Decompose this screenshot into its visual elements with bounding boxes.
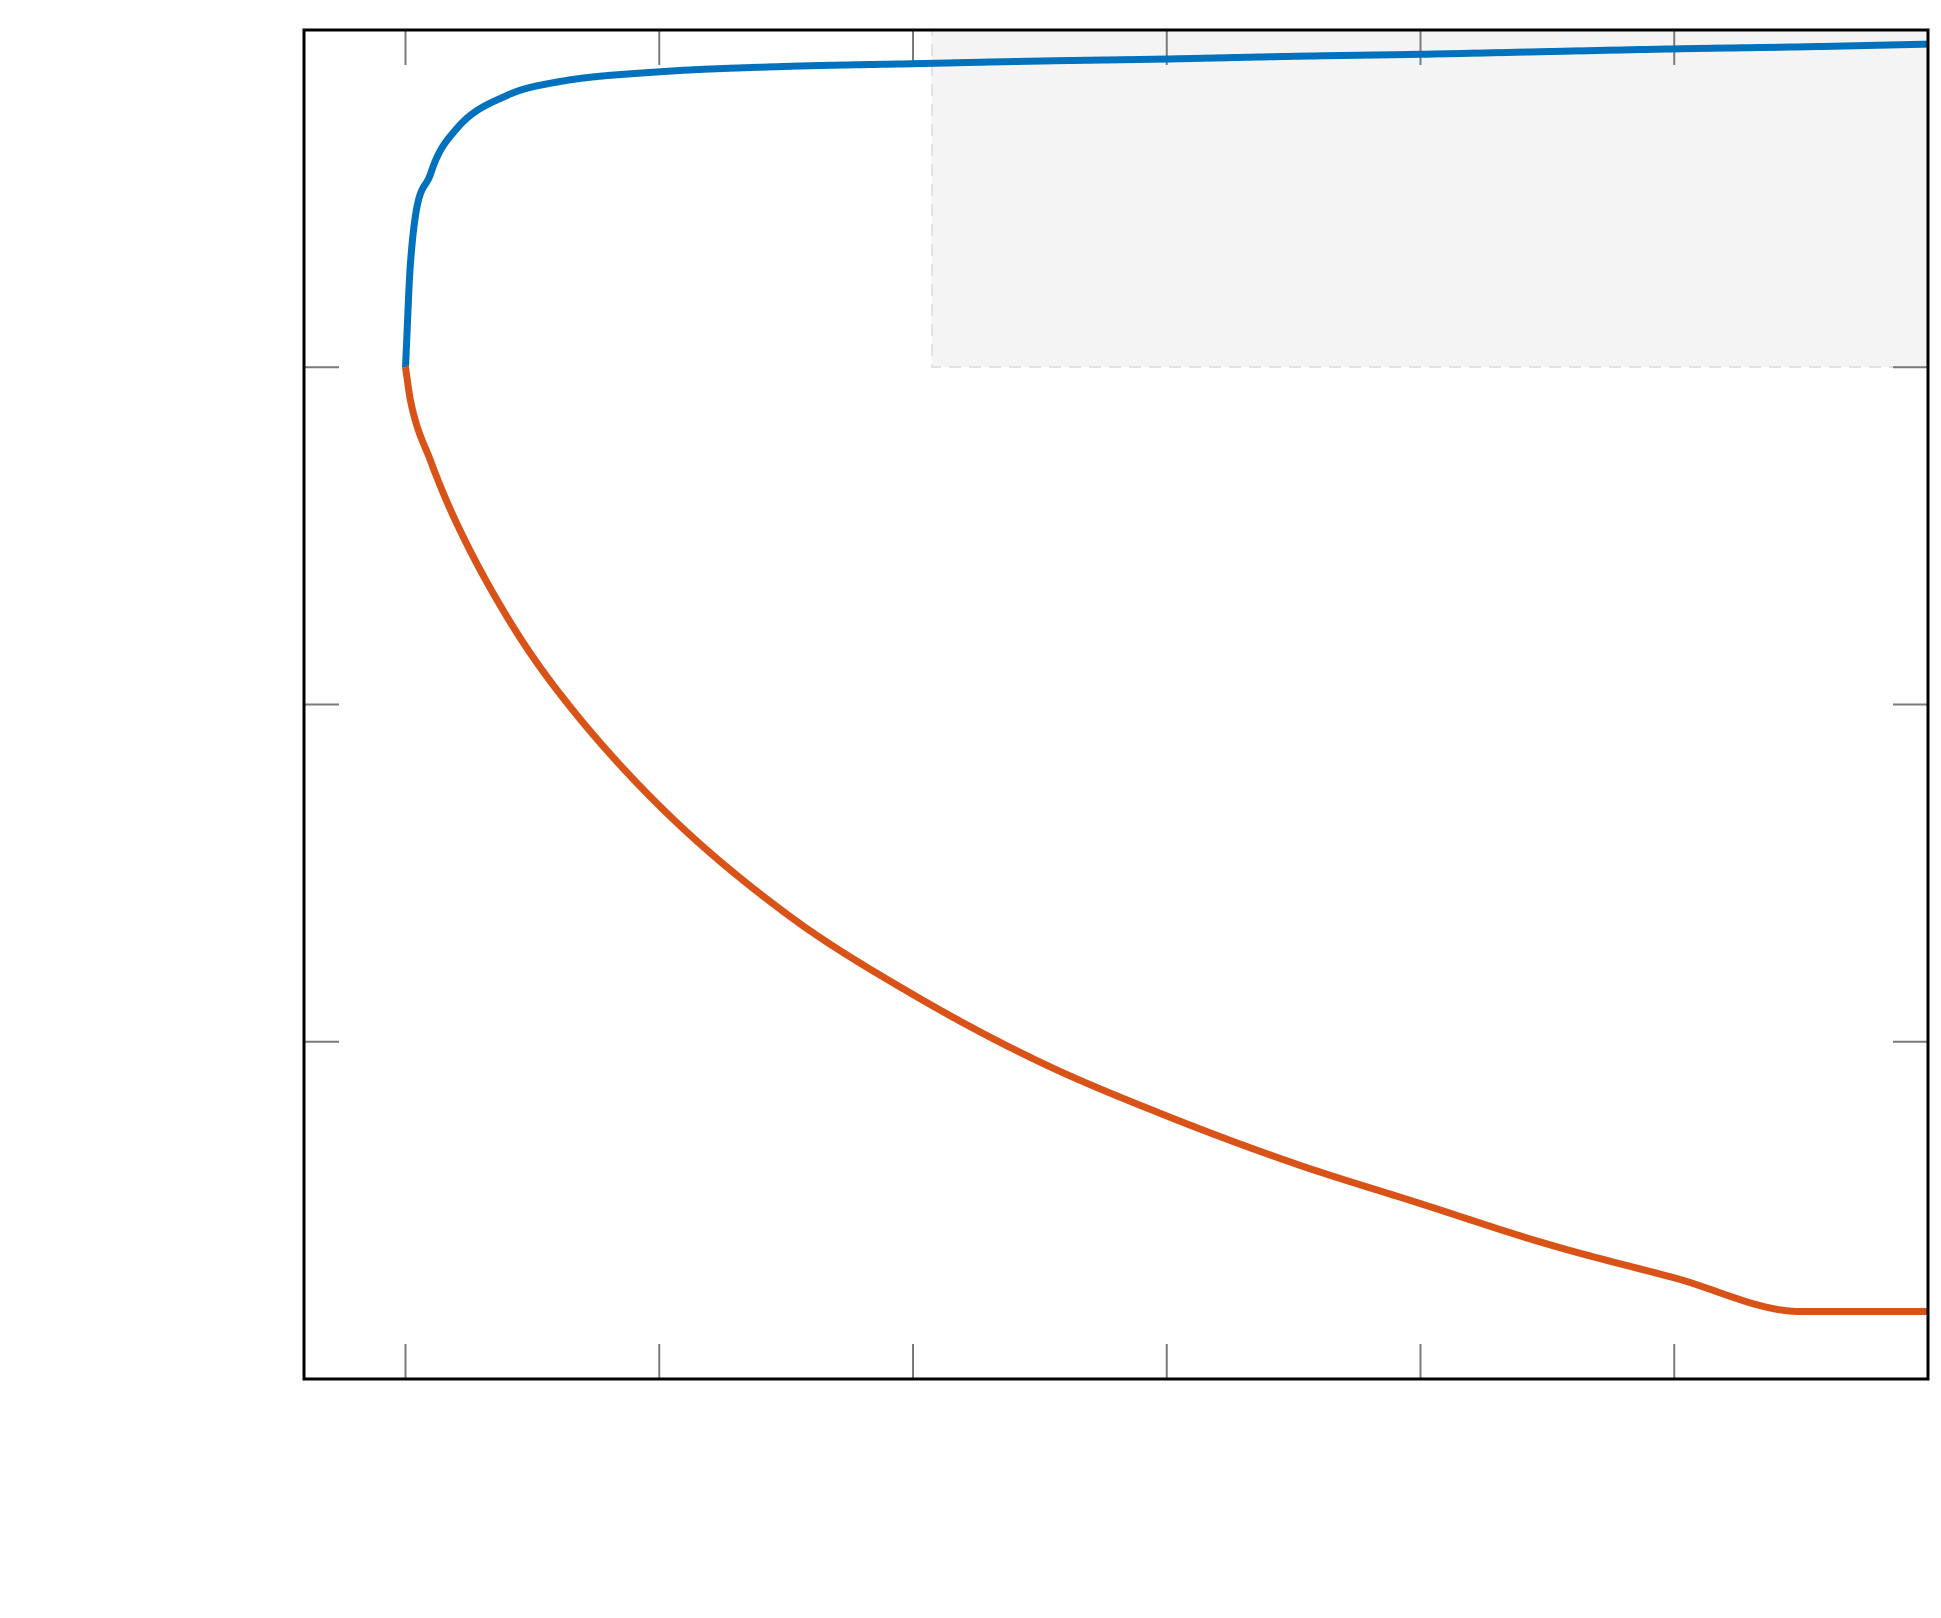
- series-lines: [402, 40, 1929, 1316]
- plot-area-frame: [302, 28, 1930, 1381]
- series-line-lower: [402, 363, 1928, 1316]
- series-line-upper: [402, 40, 1929, 371]
- legend-box: [931, 29, 1929, 368]
